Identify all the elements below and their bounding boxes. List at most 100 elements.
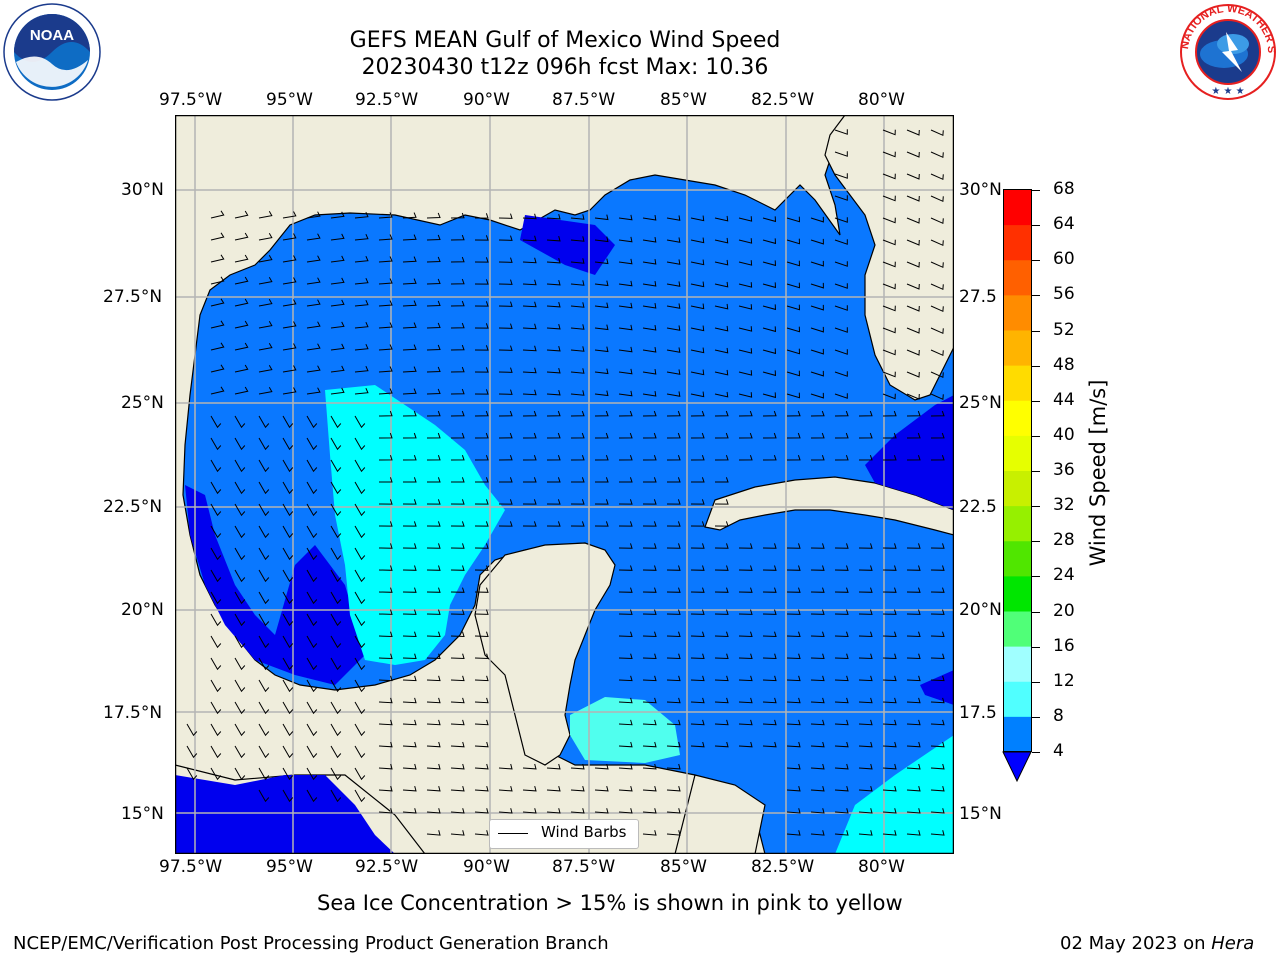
wind-barb: [690, 259, 705, 266]
wind-barb: [786, 785, 801, 792]
wind-barb: [426, 609, 441, 615]
wind-barb: [570, 280, 585, 286]
wind-barb: [210, 232, 225, 241]
wind-barb: [426, 455, 441, 461]
wind-barb: [306, 723, 318, 737]
wind-barb: [906, 305, 920, 312]
noaa-logo: NOAA: [2, 2, 102, 106]
wind-barb: [642, 587, 657, 593]
wind-barb: [330, 789, 342, 803]
lat-tick-left: 20°N: [121, 600, 164, 620]
wind-barb: [810, 675, 825, 682]
wind-barb: [930, 305, 944, 313]
wind-barb: [618, 675, 633, 682]
wind-barb: [786, 763, 801, 770]
wind-barb: [522, 432, 537, 439]
wind-barb: [378, 455, 393, 461]
wind-barb: [594, 455, 609, 461]
wind-barb: [378, 366, 393, 373]
wind-barb: [258, 679, 270, 693]
wind-barb: [210, 613, 222, 627]
wind-barb: [426, 300, 441, 307]
map-title: GEFS MEAN Gulf of Mexico Wind Speed: [349, 28, 781, 53]
wind-barb: [714, 675, 729, 682]
wind-barb: [690, 391, 705, 398]
wind-barb: [882, 609, 897, 615]
wind-barb: [354, 723, 366, 737]
colorbar-label: Wind Speed [m/s]: [1086, 379, 1110, 567]
wind-barb: [547, 477, 561, 483]
wind-barb: [906, 173, 920, 180]
wind-barb: [642, 281, 657, 287]
wind-barb: [474, 741, 489, 748]
wind-barb: [474, 279, 489, 285]
wind-barb: [906, 151, 920, 158]
wind-barb: [330, 591, 342, 605]
colorbar-tick-mark: [1032, 506, 1040, 508]
wind-barb: [666, 587, 681, 593]
wind-barb: [330, 299, 345, 307]
wind-barb: [450, 830, 465, 836]
wind-barb: [666, 281, 681, 287]
wind-barb: [570, 521, 585, 527]
wind-barb: [834, 785, 849, 792]
wind-barb: [354, 299, 369, 307]
wind-barb: [306, 745, 318, 759]
wind-barb: [738, 455, 753, 461]
wind-barb: [306, 679, 318, 693]
wind-barb: [642, 675, 657, 682]
wind-barb: [234, 298, 249, 307]
wind-barb: [210, 723, 222, 737]
wind-barb: [858, 432, 873, 439]
wind-barb: [906, 410, 921, 417]
wind-barb: [618, 719, 633, 726]
wind-barb: [738, 348, 753, 354]
wind-barb: [450, 808, 465, 814]
wind-barb: [570, 324, 585, 330]
wind-barb: [330, 635, 342, 649]
wind-barb: [498, 499, 513, 505]
wind-barb: [906, 217, 920, 224]
wind-barb: [714, 455, 729, 461]
colorbar-tick-label: 64: [1053, 214, 1075, 235]
wind-barb: [714, 347, 729, 354]
colorbar-tick-label: 36: [1053, 460, 1075, 480]
wind-barb: [762, 587, 777, 593]
wind-barb: [642, 565, 657, 571]
wind-barb: [738, 543, 753, 549]
wind-barb: [906, 587, 921, 593]
wind-barb: [378, 741, 393, 748]
wind-barb: [595, 477, 609, 483]
wind-barb: [426, 322, 441, 329]
wind-barb: [474, 367, 489, 373]
wind-barb: [618, 324, 633, 331]
wind-barb: [738, 370, 753, 376]
wind-barb: [666, 432, 681, 439]
wind-barb: [282, 211, 297, 219]
wind-barb: [210, 364, 225, 373]
wind-barb: [570, 763, 585, 770]
wind-barb: [234, 635, 246, 649]
wind-barb: [642, 543, 657, 549]
wind-barb: [906, 697, 921, 704]
wind-barb: [714, 741, 729, 748]
wind-barb: [882, 763, 897, 770]
wind-barb: [234, 342, 249, 351]
wind-barb: [258, 613, 270, 627]
wind-barb: [666, 565, 681, 571]
wind-barb: [834, 371, 848, 377]
wind-barb: [330, 365, 345, 373]
wind-barb: [474, 235, 489, 241]
wind-barb: [450, 256, 465, 263]
wind-barb: [666, 830, 681, 836]
wind-barb: [450, 455, 465, 461]
wind-barb: [642, 741, 657, 748]
lon-tick-bottom: 95°W: [266, 857, 313, 877]
wind-barb: [906, 327, 920, 334]
wind-barb: [906, 195, 920, 202]
wind-barb: [306, 321, 321, 329]
wind-barb: [402, 499, 417, 505]
wind-barb: [354, 547, 366, 561]
wind-barb: [306, 547, 318, 561]
wind-barb: [258, 437, 270, 451]
